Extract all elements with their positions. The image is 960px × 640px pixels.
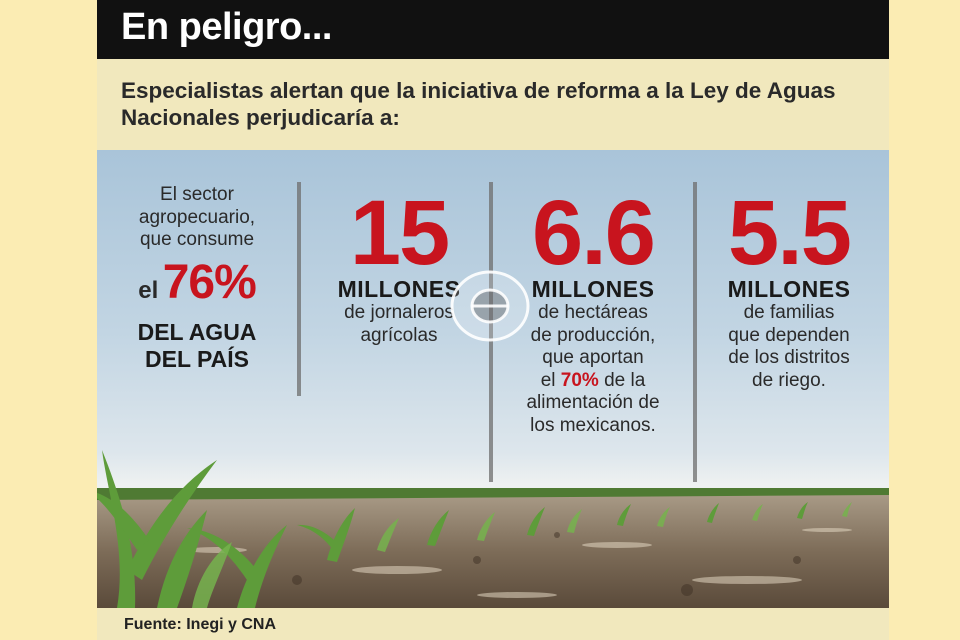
stat-line: de jornaleros [344,302,454,323]
stat-agro-sector: El sector agropecuario, que consume el 7… [97,184,297,373]
stat-unit: MILLONES [531,276,655,302]
stat-jornaleros: 15 MILLONES de jornaleros agrícolas [311,182,487,347]
stat-familias: 5.5 MILLONES de familias que dependen de… [701,182,877,392]
footer: Fuente: Inegi y CNA [97,608,889,640]
stat-line: que dependen [728,324,850,346]
stat-hectareas: 6.6 MILLONES de hectáreas de producción,… [499,182,687,437]
stat-line: de riego. [752,369,826,391]
stat-line: agrícolas [360,324,438,346]
field-illustration [97,450,889,608]
stat-bold-line: DEL PAÍS [145,345,249,372]
stat-unit: MILLONES [727,276,851,302]
stat-prefix: el [540,369,556,391]
stat-percentage-line: el 76% [97,255,297,319]
stat-line: que aportan [542,347,644,368]
stat-unit: MILLONES [337,276,461,302]
page-title: En peligro... [121,6,332,48]
stat-number: 5.5 [728,182,852,284]
corn-field-image: El sector agropecuario, que consume el 7… [97,150,889,608]
stat-line: de hectáreas [538,302,648,323]
stat-percentage: 70% [560,369,599,391]
column-divider [489,182,493,482]
source-credit: Fuente: Inegi y CNA [124,616,277,633]
stat-bold-line: DEL AGUA [137,318,257,345]
stat-line: de familias [743,302,835,323]
stat-line: de producción, [530,324,656,346]
stat-number: 6.6 [532,182,656,284]
stat-line: alimentación de [526,392,660,413]
stat-number: 15 [349,182,450,284]
title-bar: En peligro... [97,0,889,59]
stat-prefix: el [138,276,159,304]
stat-line: El sector [160,184,234,205]
stat-percentage: 76% [162,255,257,309]
stat-line: que consume [139,229,255,250]
stat-suffix: de la [604,369,646,391]
zoom-reticle-icon[interactable] [450,270,530,342]
column-divider [693,182,697,482]
infographic-card: En peligro... Especialistas alertan que … [97,0,889,640]
intro-text: Especialistas alertan que la iniciativa … [121,78,836,130]
column-divider [297,182,301,396]
stat-line: los mexicanos. [530,414,656,436]
stat-line: agropecuario, [138,206,256,228]
stat-line-with-highlight: el 70% de la [499,370,687,393]
stat-line: de los distritos [728,347,850,368]
